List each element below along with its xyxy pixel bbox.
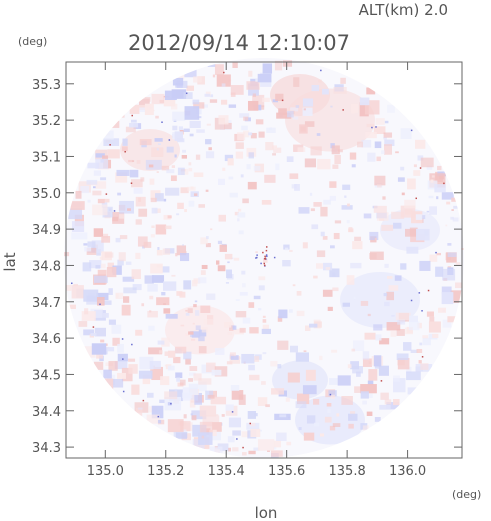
y-tick-label: 34.7	[32, 296, 61, 311]
x-axis-label: lon	[255, 504, 278, 521]
y-tick-label: 34.5	[32, 368, 61, 383]
y-tick-label: 34.9	[32, 223, 61, 238]
x-unit-label: (deg)	[452, 488, 481, 501]
y-tick-label: 35.0	[32, 187, 61, 202]
x-tick-label: 135.0	[87, 464, 124, 479]
y-tick-label: 34.8	[32, 259, 61, 274]
x-tick-label: 136.0	[389, 464, 426, 479]
y-tick-label: 34.4	[32, 405, 61, 420]
x-tick-label: 135.4	[208, 464, 245, 479]
x-tick-label: 135.6	[268, 464, 305, 479]
y-unit-label: (deg)	[18, 35, 47, 48]
y-tick-label: 34.3	[32, 441, 61, 456]
y-tick-label: 35.1	[32, 150, 61, 165]
x-tick-label: 135.8	[329, 464, 366, 479]
y-tick-label: 34.6	[32, 332, 61, 347]
y-axis: 35.3 35.2 35.1 35.0 34.9 34.8 34.7 34.6 34.5 34.4…	[32, 78, 462, 456]
radar-field	[64, 58, 464, 458]
radar-patches	[64, 60, 464, 458]
y-tick-label: 35.2	[32, 114, 61, 129]
plot-frame	[65, 61, 463, 459]
x-tick-label: 135.2	[147, 464, 184, 479]
altitude-label: ALT(km) 2.0	[359, 1, 448, 19]
y-tick-label: 35.3	[32, 78, 61, 93]
y-axis-label: lat	[1, 252, 19, 271]
timestamp-title: 2012/09/14 12:10:07	[128, 31, 350, 55]
x-axis: 135.0 135.2 135.4 135.6 135.8 136.0	[87, 62, 426, 479]
